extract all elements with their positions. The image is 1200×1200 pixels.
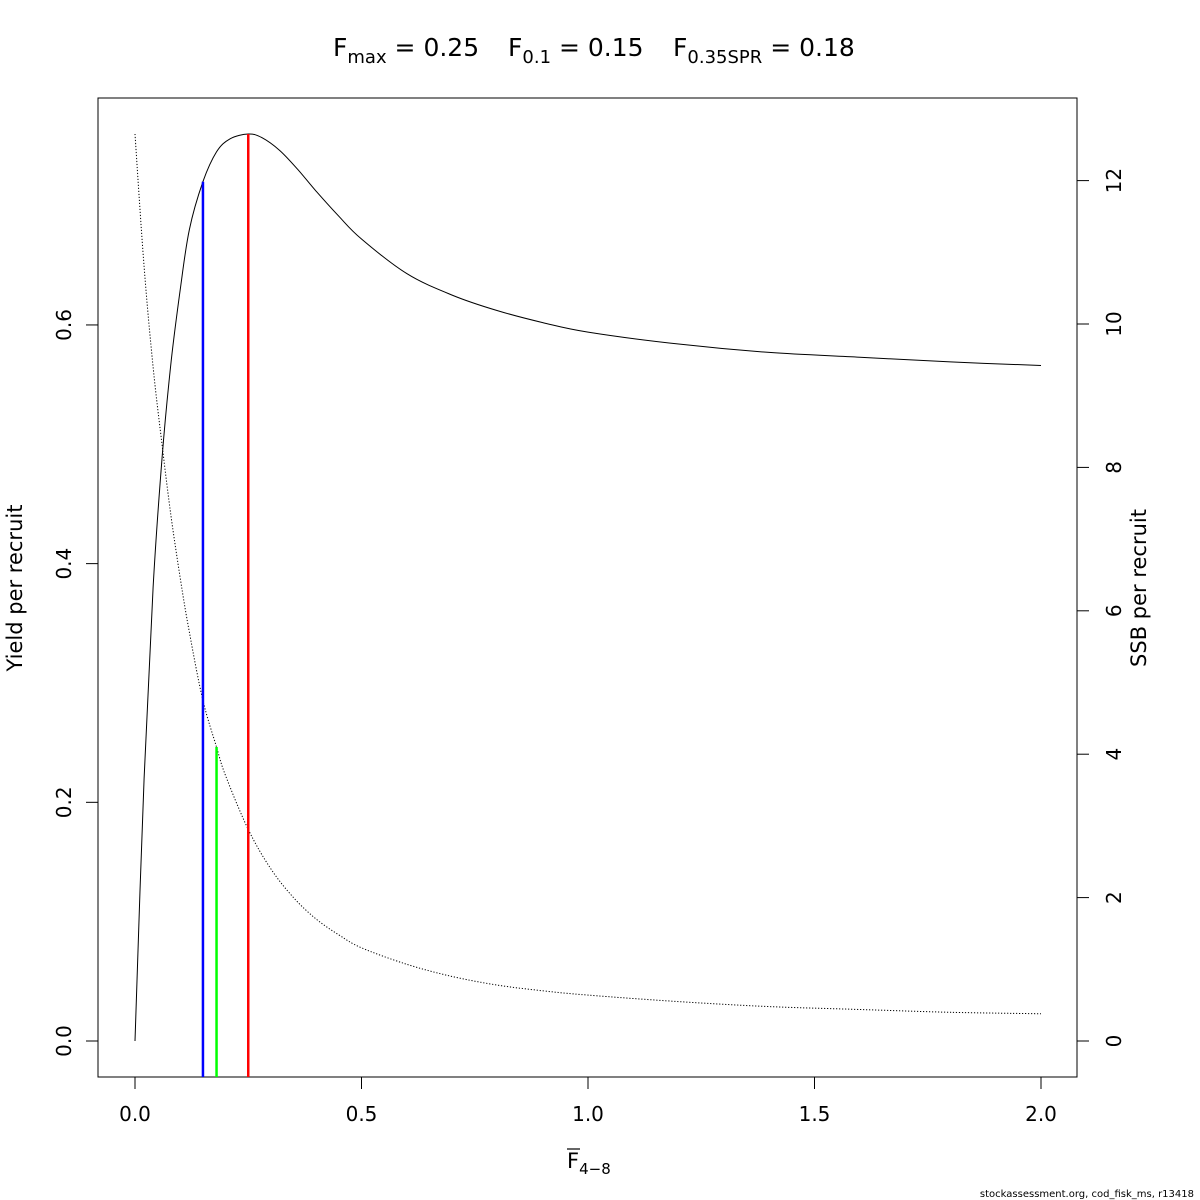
title-f01: F0.1 = 0.15 [508,33,644,68]
ssb-per-recruit-curve [134,133,1042,1015]
y-left-tick-label: 0.0 [52,1025,76,1057]
y-right-tick-label: 12 [1102,168,1126,193]
y-right-label: SSB per recruit [1127,509,1151,667]
plot-frame [97,97,1078,1078]
x-label-text: F4−8 [567,1149,611,1178]
title-fspr: F0.35SPR = 0.18 [673,33,855,68]
x-tick-label: 2.0 [1025,1102,1057,1126]
y-left-tick-label: 0.6 [52,309,76,341]
y-left-tick-label: 0.4 [52,548,76,580]
y-right-axis: 0 2 4 6 8 10 12 [1076,168,1126,1048]
yield-per-recruit-curve [134,133,1042,1042]
title-fmax: Fmax = 0.25 [333,33,479,68]
x-tick-label: 0.0 [119,1102,151,1126]
y-right-tick-label: 6 [1102,604,1126,617]
footer-note: stockassessment.org, cod_fisk_ms, r13418 [980,1189,1194,1200]
x-tick-label: 0.5 [346,1102,378,1126]
reference-lines [201,134,250,1077]
x-tick-label: 1.5 [799,1102,831,1126]
y-left-label: Yield per recruit [3,505,27,673]
y-left-tick-label: 0.2 [52,786,76,818]
series-layer [134,133,1042,1042]
y-right-tick-label: 8 [1102,461,1126,474]
y-right-tick-label: 10 [1102,311,1126,336]
y-left-axis: 0.0 0.2 0.4 0.6 [52,309,99,1057]
x-axis: 0.0 0.5 1.0 1.5 2.0 [119,1076,1057,1126]
y-right-tick-label: 0 [1102,1035,1126,1048]
y-right-tick-label: 4 [1102,748,1126,761]
x-label: F4−8 [567,1148,611,1178]
x-tick-label: 1.0 [572,1102,604,1126]
y-right-tick-label: 2 [1102,891,1126,904]
